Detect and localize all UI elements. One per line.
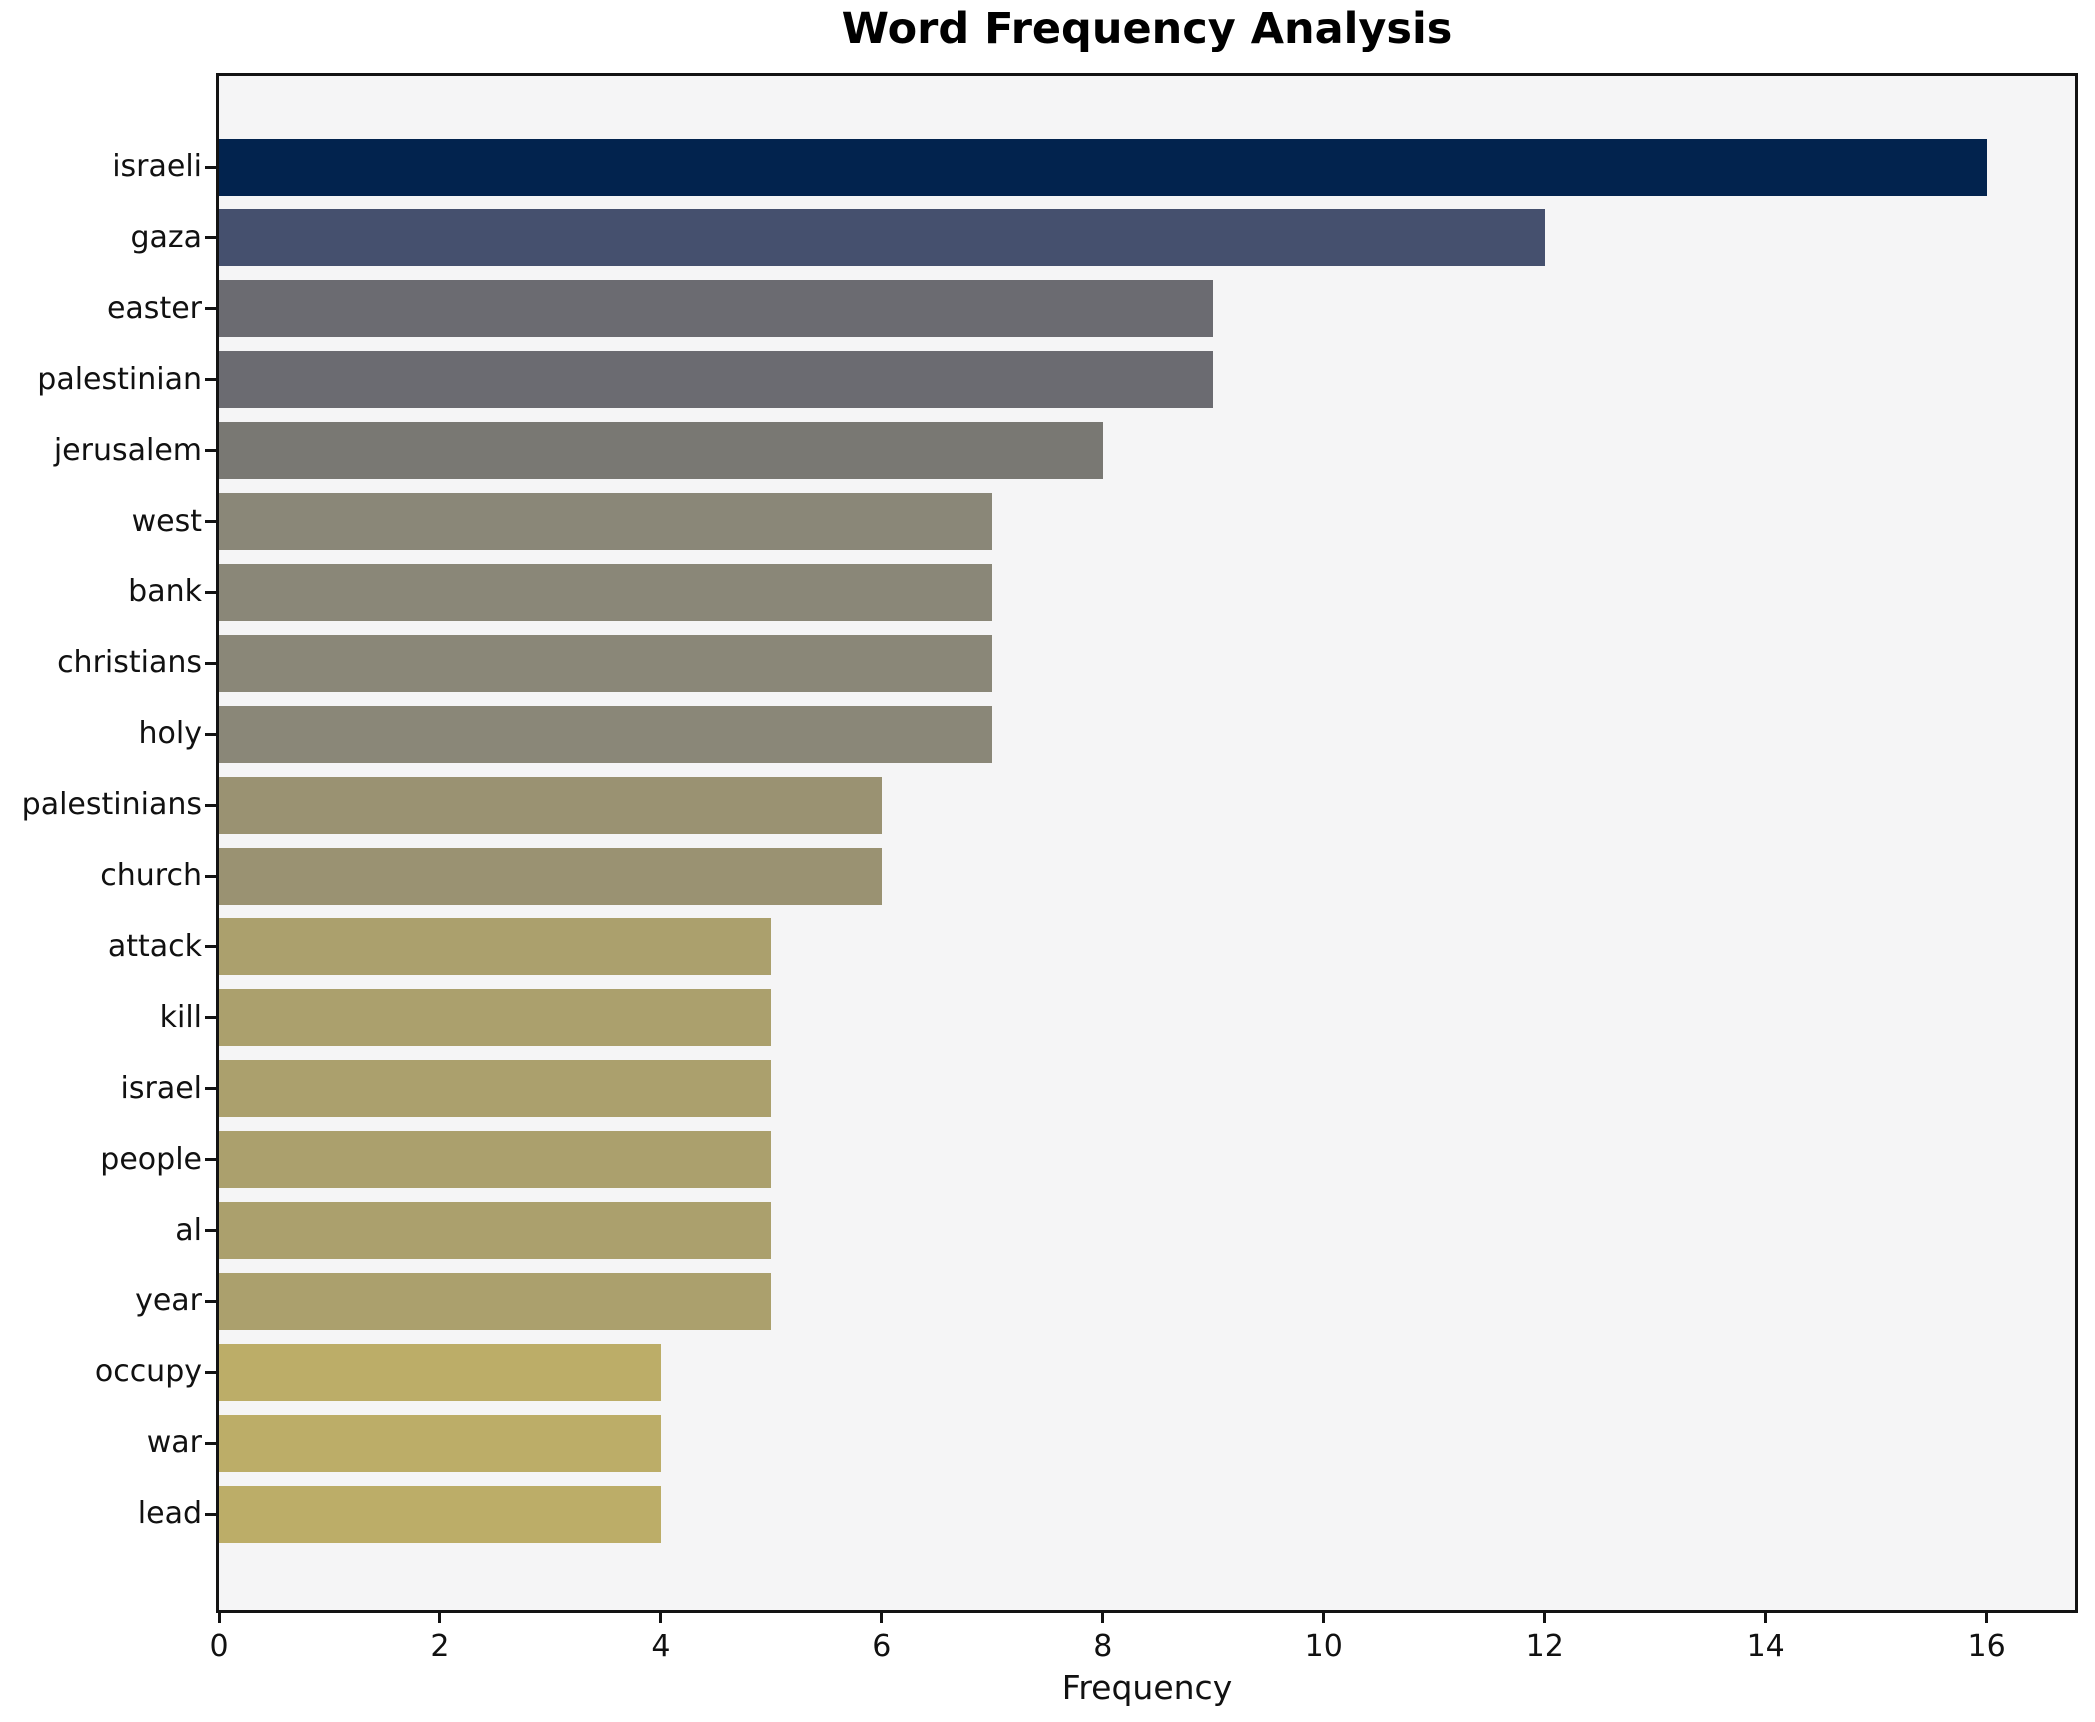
bar-al — [219, 1202, 772, 1259]
x-tick-label: 16 — [1967, 1629, 2006, 1664]
y-tick-label: bank — [128, 574, 202, 610]
bar-palestinian — [219, 351, 1214, 409]
x-tick-mark — [438, 1613, 442, 1623]
x-tick-mark — [1322, 1613, 1326, 1623]
y-tick-label: israel — [120, 1070, 202, 1106]
x-tick-label: 4 — [651, 1629, 671, 1664]
x-tick-mark — [1543, 1613, 1547, 1623]
bar-lead — [219, 1485, 661, 1543]
y-tick-label: lead — [137, 1496, 202, 1532]
y-tick-mark — [205, 1299, 216, 1303]
y-tick-label: palestinian — [37, 361, 202, 397]
bar-people — [219, 1131, 772, 1189]
x-tick-mark — [1764, 1613, 1768, 1623]
y-tick-label: occupy — [94, 1354, 202, 1390]
y-tick-label: israeli — [112, 149, 202, 184]
y-tick-mark — [205, 590, 216, 594]
y-tick-mark — [205, 1512, 216, 1516]
x-tick-mark — [217, 1613, 221, 1623]
bar-israeli — [219, 138, 1987, 196]
y-tick-label: kill — [159, 999, 202, 1035]
y-tick-mark — [205, 732, 216, 736]
y-tick-mark — [205, 307, 216, 311]
bar-jerusalem — [219, 422, 1103, 480]
y-tick-label: palestinians — [21, 787, 202, 823]
y-tick-mark — [205, 1370, 216, 1374]
y-tick-mark — [205, 1158, 216, 1162]
y-tick-label: al — [175, 1212, 202, 1248]
x-tick-label: 2 — [430, 1629, 450, 1664]
y-tick-mark — [205, 520, 216, 523]
y-tick-mark — [205, 236, 216, 240]
y-tick-mark — [205, 1229, 216, 1232]
y-tick-mark — [205, 945, 216, 949]
y-tick-label: christians — [57, 645, 202, 681]
x-tick-label: 0 — [209, 1629, 229, 1664]
x-tick-label: 6 — [872, 1629, 892, 1664]
y-tick-mark — [205, 874, 216, 878]
bar-church — [219, 847, 882, 905]
bar-gaza — [219, 209, 1545, 267]
y-tick-label: holy — [138, 716, 202, 752]
bar-bank — [219, 563, 993, 621]
bar-war — [219, 1414, 661, 1472]
y-tick-label: year — [135, 1283, 202, 1319]
bar-kill — [219, 989, 772, 1047]
bar-israel — [219, 1060, 772, 1118]
x-tick-label: 12 — [1525, 1629, 1564, 1664]
y-tick-label: west — [131, 503, 202, 539]
y-tick-label: easter — [106, 290, 202, 326]
y-tick-label: attack — [107, 928, 202, 964]
bar-palestinians — [219, 776, 882, 834]
y-tick-label: church — [100, 858, 202, 893]
x-tick-mark — [880, 1613, 884, 1623]
bar-occupy — [219, 1343, 661, 1401]
y-tick-mark — [205, 803, 216, 807]
bar-christians — [219, 634, 993, 692]
y-tick-mark — [205, 165, 216, 169]
bar-west — [219, 493, 993, 550]
x-tick-mark — [659, 1613, 663, 1623]
y-tick-label: war — [146, 1425, 202, 1461]
bar-attack — [219, 918, 772, 976]
y-tick-mark — [205, 1441, 216, 1445]
y-tick-label: people — [100, 1141, 202, 1177]
y-tick-mark — [205, 378, 216, 382]
x-tick-mark — [1101, 1613, 1105, 1623]
y-tick-mark — [205, 449, 216, 453]
x-tick-label: 8 — [1093, 1629, 1113, 1664]
y-tick-mark — [205, 661, 216, 665]
bar-easter — [219, 280, 1214, 338]
x-tick-label: 14 — [1746, 1629, 1785, 1664]
y-tick-mark — [205, 1087, 216, 1091]
chart-title: Word Frequency Analysis — [841, 4, 1453, 54]
bar-year — [219, 1272, 772, 1330]
y-tick-label: gaza — [130, 219, 202, 255]
y-tick-mark — [205, 1016, 216, 1020]
x-tick-mark — [1985, 1613, 1989, 1623]
x-tick-label: 10 — [1304, 1629, 1343, 1664]
bar-holy — [219, 705, 993, 763]
y-tick-label: jerusalem — [53, 432, 202, 468]
x-axis-title: Frequency — [1061, 1668, 1233, 1707]
